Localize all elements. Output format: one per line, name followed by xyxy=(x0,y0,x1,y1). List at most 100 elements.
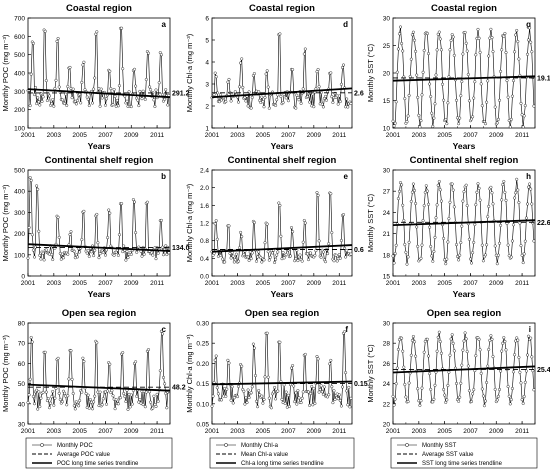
monthly-point xyxy=(401,203,405,207)
monthly-point xyxy=(316,193,320,197)
monthly-point xyxy=(484,122,488,126)
monthly-point xyxy=(503,32,507,36)
monthly-point xyxy=(154,405,158,409)
mean-value-label: 134.0 xyxy=(172,245,190,252)
monthly-point xyxy=(291,364,295,368)
monthly-point xyxy=(116,104,120,108)
monthly-point xyxy=(458,116,462,120)
monthly-point xyxy=(131,198,135,202)
monthly-point xyxy=(74,102,78,106)
monthly-point xyxy=(283,401,287,405)
monthly-point xyxy=(470,261,474,265)
monthly-point xyxy=(341,385,345,389)
monthly-point xyxy=(37,229,41,233)
monthly-point xyxy=(442,236,446,240)
y-tick-label: 22 xyxy=(383,401,391,408)
monthly-point xyxy=(407,240,411,244)
monthly-point xyxy=(97,256,101,260)
monthly-point xyxy=(401,49,405,53)
y-tick-label: 30 xyxy=(18,422,26,429)
monthly-point xyxy=(411,335,415,339)
monthly-point xyxy=(273,386,277,390)
monthly-point xyxy=(317,239,321,243)
monthly-point xyxy=(403,97,407,101)
plot-frame xyxy=(27,169,171,277)
monthly-point xyxy=(429,387,433,391)
monthly-point xyxy=(349,252,353,256)
monthly-point xyxy=(315,191,319,195)
monthly-point xyxy=(438,188,442,192)
monthly-point xyxy=(57,85,61,89)
monthly-point xyxy=(93,248,97,252)
y-tick-label: 100 xyxy=(14,252,25,259)
monthly-point xyxy=(252,72,256,76)
monthly-point xyxy=(242,389,246,393)
monthly-point xyxy=(164,88,168,92)
monthly-point xyxy=(161,253,165,257)
monthly-point xyxy=(348,405,352,409)
monthly-point xyxy=(36,96,40,100)
monthly-point xyxy=(477,36,481,40)
monthly-point xyxy=(35,102,39,106)
y-tick-label: 600 xyxy=(14,34,25,41)
monthly-point xyxy=(57,391,61,395)
monthly-point xyxy=(423,190,427,194)
monthly-point xyxy=(502,34,506,38)
monthly-point xyxy=(263,241,267,245)
monthly-point xyxy=(325,98,329,102)
monthly-point xyxy=(430,254,434,258)
monthly-point xyxy=(336,397,340,401)
y-tick-label: 200 xyxy=(14,107,25,114)
monthly-point xyxy=(332,389,336,393)
monthly-point xyxy=(103,103,107,107)
y-tick-label: 0.10 xyxy=(196,401,209,408)
monthly-point xyxy=(80,238,84,242)
monthly-point xyxy=(28,377,32,381)
monthly-point xyxy=(446,101,450,105)
monthly-point xyxy=(38,405,42,409)
monthly-point xyxy=(64,92,68,96)
y-tick-label: 20 xyxy=(383,422,391,429)
y-tick-label: 27 xyxy=(383,189,391,196)
monthly-point xyxy=(409,57,413,61)
monthly-point xyxy=(510,239,514,243)
monthly-point xyxy=(459,241,463,245)
monthly-point xyxy=(275,253,279,257)
monthly-point xyxy=(485,243,489,247)
monthly-point xyxy=(414,354,418,358)
monthly-point xyxy=(214,219,218,223)
monthly-point xyxy=(442,98,446,102)
monthly-point xyxy=(338,256,342,260)
monthly-point xyxy=(295,402,299,406)
mean-value-label: 2.6 xyxy=(354,90,364,97)
monthly-point xyxy=(530,355,534,359)
monthly-point xyxy=(420,243,424,247)
monthly-point xyxy=(464,41,468,45)
monthly-point xyxy=(503,339,507,343)
monthly-point xyxy=(287,405,291,409)
monthly-point xyxy=(465,204,469,208)
monthly-point xyxy=(157,81,161,85)
monthly-point xyxy=(275,98,279,102)
monthly-point xyxy=(278,203,282,207)
monthly-point xyxy=(231,254,235,258)
monthly-point xyxy=(503,190,507,194)
monthly-point xyxy=(29,336,33,340)
monthly-point xyxy=(449,337,453,341)
monthly-point xyxy=(469,257,473,261)
y-tick-label: 30 xyxy=(383,168,391,175)
monthly-point xyxy=(406,255,410,259)
monthly-point xyxy=(480,387,484,391)
monthly-point xyxy=(143,97,147,101)
monthly-point xyxy=(474,354,478,358)
monthly-point xyxy=(447,370,451,374)
monthly-point xyxy=(347,385,351,389)
x-tick-label: 2005 xyxy=(72,428,87,435)
monthly-point xyxy=(529,40,533,44)
monthly-point xyxy=(413,38,417,42)
monthly-point xyxy=(256,405,260,409)
monthly-point xyxy=(403,383,407,387)
monthly-point xyxy=(349,101,353,105)
panel-letter: f xyxy=(345,325,348,334)
legend-entry-label: Monthly Chl-a xyxy=(241,443,279,449)
